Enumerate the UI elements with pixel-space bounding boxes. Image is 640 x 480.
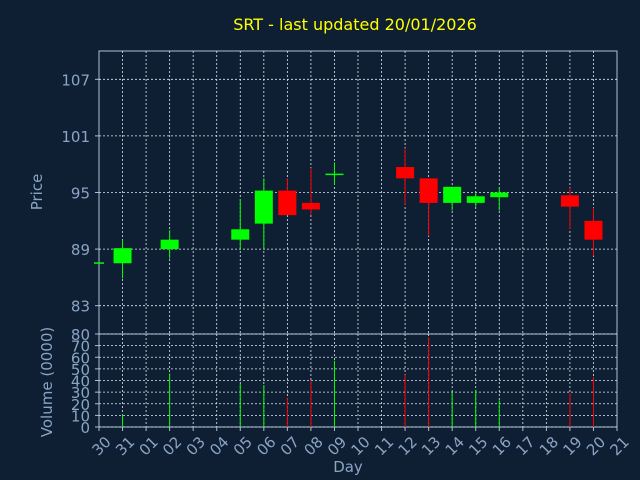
price-y-tick-label: 101 <box>61 128 90 146</box>
candle-body <box>466 196 485 203</box>
volume-y-tick-label: 30 <box>71 384 90 402</box>
x-ticks: 3031010203040506070809101112131415161718… <box>89 427 633 459</box>
price-panel: 83 89 95 101 107 Price <box>28 50 618 335</box>
candle-body <box>584 220 603 240</box>
candle-body <box>443 186 462 203</box>
x-tick-label: 04 <box>206 433 232 459</box>
candle-body <box>278 190 297 216</box>
chart-title: SRT - last updated 20/01/2026 <box>233 15 477 34</box>
x-tick-label: 08 <box>300 433 326 459</box>
candle-body <box>490 192 509 198</box>
x-tick-label: 01 <box>136 433 162 459</box>
price-y-tick-label: 95 <box>71 185 90 203</box>
x-tick-label: 10 <box>348 433 374 459</box>
candle-body <box>113 248 132 264</box>
volume-y-axis-label: Volume (0000) <box>38 327 56 437</box>
candle-body <box>231 229 250 240</box>
volume-y-tick-label: 50 <box>71 361 90 379</box>
candle-body <box>254 190 273 224</box>
x-tick-label: 07 <box>277 433 303 459</box>
candle-body <box>560 195 579 207</box>
price-y-tick-label: 83 <box>71 298 90 316</box>
candle-body <box>94 262 104 264</box>
x-tick-label: 13 <box>418 433 444 459</box>
volume-y-tick-label: 70 <box>71 338 90 356</box>
candle-body <box>325 173 344 176</box>
candle-body <box>160 239 179 250</box>
price-y-ticks: 83 89 95 101 107 <box>61 71 99 316</box>
x-tick-label: 05 <box>230 433 256 459</box>
candle-body <box>301 202 320 210</box>
candle-body <box>396 167 415 179</box>
x-tick-label: 14 <box>442 433 468 459</box>
volume-y-tick-label: 40 <box>71 373 90 391</box>
x-tick-label: 30 <box>89 433 115 459</box>
x-tick-label: 21 <box>607 433 633 459</box>
volume-y-tick-label: 20 <box>71 396 90 414</box>
price-y-tick-label: 107 <box>61 71 90 89</box>
x-tick-label: 03 <box>183 433 209 459</box>
x-tick-label: 12 <box>395 433 421 459</box>
volume-y-tick-label: 80 <box>71 326 90 344</box>
x-tick-label: 16 <box>489 433 515 459</box>
x-axis-label: Day <box>333 458 363 476</box>
x-tick-label: 20 <box>583 433 609 459</box>
candles <box>94 148 603 279</box>
price-y-tick-label: 89 <box>71 241 90 259</box>
candle-body <box>419 178 438 203</box>
x-tick-label: 18 <box>536 433 562 459</box>
volume-y-tick-label: 60 <box>71 349 90 367</box>
price-y-axis-label: Price <box>28 174 46 211</box>
x-tick-label: 19 <box>559 433 585 459</box>
x-tick-label: 17 <box>512 433 538 459</box>
x-tick-label: 31 <box>112 433 138 459</box>
volume-bars <box>122 337 594 427</box>
x-tick-label: 09 <box>324 433 350 459</box>
x-tick-label: 06 <box>253 433 279 459</box>
volume-y-tick-label: 10 <box>71 407 90 425</box>
x-tick-label: 11 <box>371 433 397 459</box>
volume-y-tick-label: 0 <box>80 419 90 437</box>
x-tick-label: 15 <box>465 433 491 459</box>
x-tick-label: 02 <box>159 433 185 459</box>
